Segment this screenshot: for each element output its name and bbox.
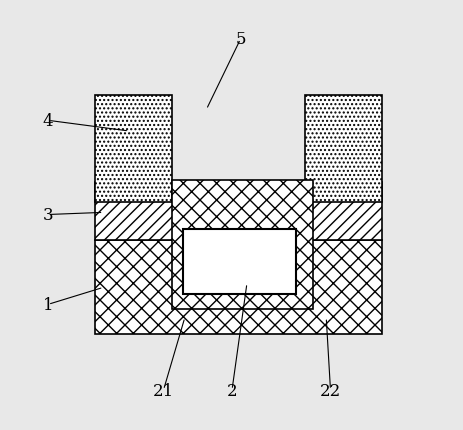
Text: 3: 3 [43, 206, 53, 224]
Bar [95, 95, 172, 202]
Bar [304, 95, 381, 202]
Text: 21: 21 [152, 382, 174, 399]
Bar [182, 230, 295, 294]
Text: 4: 4 [43, 113, 53, 129]
Bar [172, 181, 313, 309]
Text: 2: 2 [226, 382, 237, 399]
Text: 1: 1 [43, 296, 53, 313]
Bar [95, 183, 381, 241]
Bar [95, 241, 381, 335]
Text: 5: 5 [235, 31, 245, 48]
Text: 22: 22 [319, 382, 340, 399]
